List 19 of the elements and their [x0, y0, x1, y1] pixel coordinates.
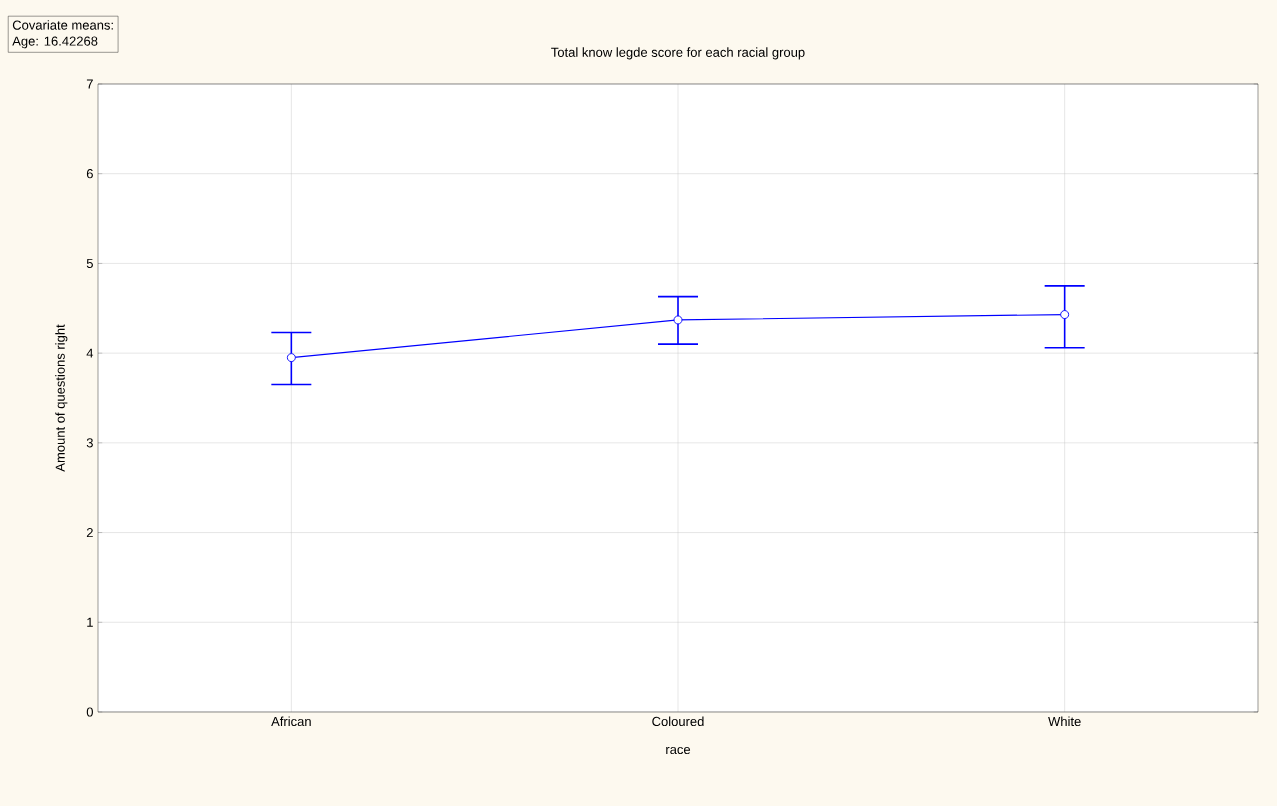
point — [673, 315, 683, 325]
chart-title: Total know legde score for each racial group — [551, 47, 805, 60]
y-tick-label: 5 — [86, 258, 93, 268]
text: Covariate means: — [12, 20, 113, 30]
x-axis-title: race — [666, 746, 691, 755]
x-tick-label: African — [271, 716, 311, 727]
x-tick-label: Coloured — [652, 716, 704, 727]
x-tick-label: White — [1048, 716, 1081, 727]
y-tick-label: 1 — [87, 617, 93, 627]
point — [286, 353, 296, 363]
text: Age: 16.42268 — [12, 36, 98, 49]
point — [1060, 310, 1070, 319]
y-tick-label: 3 — [86, 438, 93, 448]
y-tick-label: 7 — [86, 79, 93, 89]
y-tick-label: 6 — [86, 169, 93, 179]
y-tick-label: 0 — [86, 707, 93, 717]
y-axis-title: Amount of questions right — [55, 324, 68, 472]
y-tick-label: 4 — [86, 348, 94, 358]
y-tick-label: 2 — [86, 528, 93, 538]
